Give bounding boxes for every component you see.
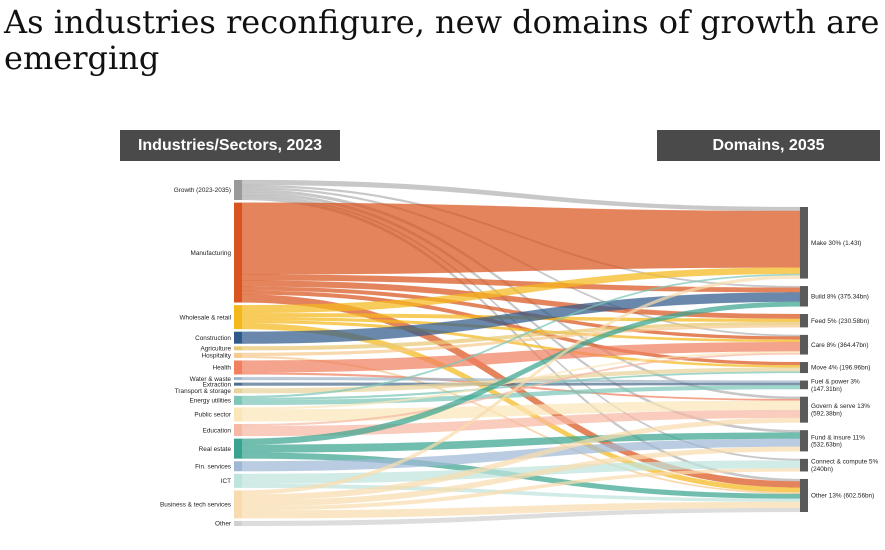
target-node-care[interactable] (800, 334, 808, 355)
source-node-public-sector[interactable] (234, 407, 242, 422)
target-label-other: Other 13% (602.56bn) (811, 493, 874, 500)
source-node-business-tech-services[interactable] (234, 490, 242, 519)
target-node-feed[interactable] (800, 314, 808, 328)
target-node-build[interactable] (800, 286, 808, 307)
flow-hospitality-to-feed (241, 324, 801, 357)
page-title: As industries reconfigure, new domains o… (4, 3, 880, 77)
target-label-fund-insure-line2: (532.63bn) (811, 442, 842, 449)
source-node-layer (234, 180, 242, 526)
flow-business-tech-services-to-make (241, 275, 801, 495)
source-node-transport-storage[interactable] (234, 388, 242, 394)
source-node-construction[interactable] (234, 331, 242, 344)
source-label-agriculture: Agriculture (200, 345, 231, 352)
source-label-real-estate: Real estate (199, 446, 232, 453)
target-label-care: Care 8% (364.47bn) (811, 342, 869, 349)
source-label-wholesale-retail: Wholesale & retail (179, 314, 231, 321)
source-node-other[interactable] (234, 521, 242, 526)
target-node-fund-insure[interactable] (800, 430, 808, 452)
source-label-growth-2023-2035: Growth (2023-2035) (174, 187, 231, 194)
target-node-move[interactable] (800, 362, 808, 374)
source-node-real-estate[interactable] (234, 438, 242, 459)
source-node-education[interactable] (234, 424, 242, 437)
target-label-connect-compute-line2: (240bn) (811, 466, 833, 473)
target-label-make: Make 30% (1.43t) (811, 240, 861, 247)
flow-real-estate-to-build (241, 301, 801, 445)
source-label-transport-storage: Transport & storage (175, 388, 232, 395)
source-label-education: Education (203, 427, 232, 434)
target-label-fuel-power-line2: (147.31bn) (811, 386, 842, 393)
source-label-hospitality: Hospitality (202, 353, 232, 360)
flow-manufacturing-to-make (241, 202, 801, 275)
target-node-other[interactable] (800, 478, 808, 512)
source-label-layer: Growth (2023-2035) Manufacturing Wholesale… (160, 187, 232, 528)
target-node-govern-serve[interactable] (800, 396, 808, 423)
source-node-energy-utilities[interactable] (234, 395, 242, 405)
target-label-fund-insure-line1: Fund & insure 11% (811, 434, 865, 441)
targets-header: Domains, 2035 (657, 130, 880, 161)
target-node-make[interactable] (800, 207, 808, 279)
source-node-fin-services[interactable] (234, 461, 242, 472)
target-node-layer (800, 207, 808, 512)
target-node-fuel-power[interactable] (800, 380, 808, 390)
source-node-growth-2023-2035[interactable] (234, 180, 242, 200)
source-label-extraction: Extraction (203, 381, 232, 388)
source-label-other: Other (215, 521, 232, 528)
source-node-hospitality[interactable] (234, 352, 242, 358)
source-label-health: Health (213, 365, 232, 372)
source-label-construction: Construction (195, 335, 231, 342)
source-node-health[interactable] (234, 360, 242, 375)
source-node-wholesale-retail[interactable] (234, 305, 242, 330)
source-node-extraction[interactable] (234, 382, 242, 386)
target-label-connect-compute-line1: Connect & compute 5% (811, 459, 878, 466)
source-label-ict: ICT (221, 478, 231, 485)
source-label-manufacturing: Manufacturing (191, 250, 232, 257)
sources-header: Industries/Sectors, 2023 (120, 130, 340, 161)
target-node-connect-compute[interactable] (800, 458, 808, 472)
target-label-layer: Make 30% (1.43t) Build 8% (375.34bn) Feed … (811, 240, 878, 500)
source-label-fin-services: Fin. services (195, 463, 231, 470)
source-label-business-tech-services: Business & tech services (160, 502, 231, 509)
target-label-move: Move 4% (196.96bn) (811, 365, 870, 372)
flow-layer (241, 179, 801, 527)
source-node-manufacturing[interactable] (234, 202, 242, 303)
target-label-govern-serve-line1: Govern & serve 13% (811, 403, 870, 410)
target-label-build: Build 8% (375.34bn) (811, 293, 869, 300)
source-label-energy-utilities: Energy utilities (189, 398, 231, 405)
target-label-govern-serve-line2: (592.38bn) (811, 411, 842, 418)
target-label-feed: Feed 5% (230.58bn) (811, 318, 869, 325)
source-node-water-waste[interactable] (234, 377, 242, 381)
source-node-ict[interactable] (234, 473, 242, 488)
source-label-water-waste: Water & waste (190, 376, 232, 383)
source-node-agriculture[interactable] (234, 346, 242, 351)
source-label-public-sector: Public sector (194, 412, 231, 419)
target-label-fuel-power-line1: Fuel & power 3% (811, 378, 860, 385)
